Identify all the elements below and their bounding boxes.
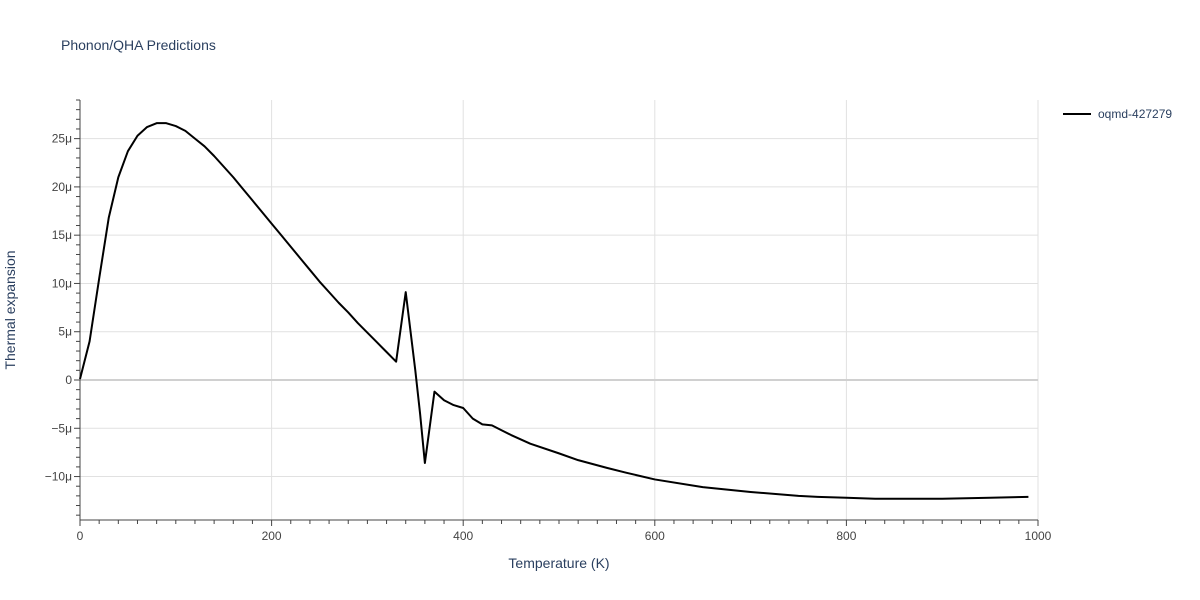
plot-area: [79, 122, 1029, 500]
y-tick-label: 5μ: [58, 325, 72, 339]
x-tick-label: 1000: [1025, 529, 1052, 543]
x-tick-label: 0: [77, 529, 84, 543]
axes: 0 200 400 600 800 1000 −10μ −5μ 0 5μ 10μ 15μ 20μ 25μ: [45, 99, 1052, 543]
y-tick-label: 25μ: [52, 132, 72, 146]
y-tick-label: 15μ: [52, 228, 72, 242]
x-tick-label: 400: [453, 529, 473, 543]
chart-title: Phonon/QHA Predictions: [61, 37, 216, 53]
x-axis-title: Temperature (K): [508, 555, 609, 571]
y-tick-label: −10μ: [45, 470, 72, 484]
x-tick-label: 800: [836, 529, 856, 543]
y-tick-label: 0: [65, 373, 72, 387]
x-tick-label: 600: [645, 529, 665, 543]
legend-label: oqmd-427279: [1098, 107, 1172, 121]
series-line-oqmd-427279: [79, 122, 1029, 500]
gridlines: [80, 100, 1039, 520]
y-axis-title: Thermal expansion: [2, 250, 18, 369]
legend[interactable]: oqmd-427279: [1063, 107, 1172, 121]
y-tick-label: −5μ: [51, 421, 72, 435]
x-tick-label: 200: [262, 529, 282, 543]
y-tick-label: 20μ: [52, 180, 72, 194]
y-tick-label: 10μ: [52, 276, 72, 290]
